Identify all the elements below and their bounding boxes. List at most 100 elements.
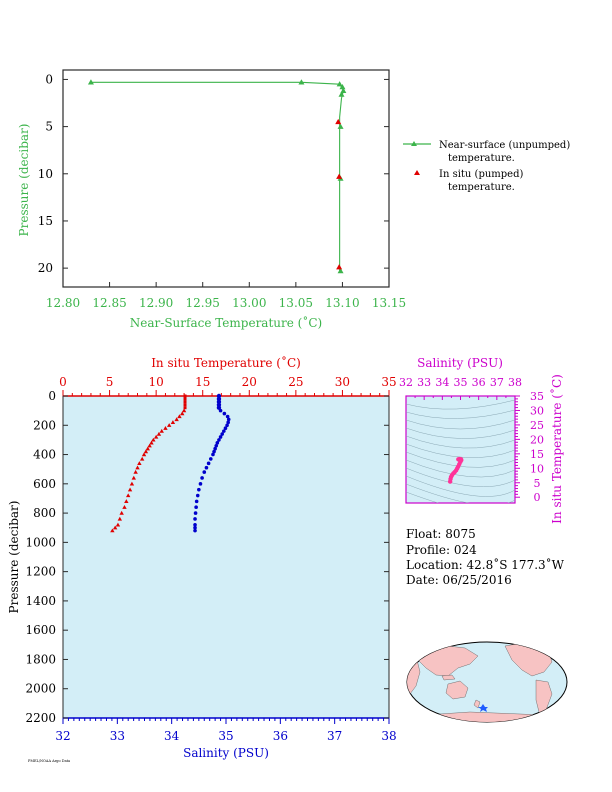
salinity-tick-label: 33 — [110, 729, 125, 743]
ts-temperature-tick-label: 35 — [530, 390, 544, 403]
temperature-tick-label: 20 — [242, 375, 257, 389]
top-x-tick-label: 13.05 — [279, 296, 313, 310]
temperature-tick-label: 10 — [149, 375, 164, 389]
top-y-tick-label: 15 — [38, 214, 53, 228]
salinity-tick-label: 35 — [218, 729, 233, 743]
temperature-point — [163, 426, 168, 430]
temperature-point — [117, 516, 123, 521]
temperature-point — [139, 456, 145, 461]
pumped-temperature-point — [335, 118, 342, 125]
top-x-tick-label: 12.95 — [186, 296, 220, 310]
pressure-tick-label: 400 — [33, 448, 56, 462]
main-plot-area — [62, 395, 390, 719]
top-y-tick-label: 20 — [38, 261, 53, 275]
ts-temperature-tick-label: 0 — [534, 491, 541, 504]
location: Location: 42.8˚S 177.3˚W — [406, 557, 565, 572]
legend-pumped-label: In situ (pumped) — [439, 169, 523, 180]
salinity-point — [225, 423, 229, 428]
temperature-point — [129, 481, 135, 486]
top-x-tick-label: 12.80 — [46, 296, 80, 310]
salinity-ticks: 32 33 34 35 36 37 38 — [55, 718, 397, 743]
ts-salinity-tick-label: 35 — [454, 376, 468, 389]
temperature-point — [151, 437, 156, 442]
top-x-tick-label: 13.00 — [232, 296, 266, 310]
float-id: Float: 8075 — [406, 527, 476, 541]
unpumped-temperature-point — [338, 91, 345, 97]
salinity-tick-label: 36 — [273, 729, 288, 743]
salinity-tick-label: 38 — [381, 729, 396, 743]
pressure-tick-label: 1200 — [25, 565, 56, 579]
ts-salinity-tick-label: 38 — [508, 376, 522, 389]
salinity-point — [212, 449, 216, 454]
salinity-point — [206, 461, 211, 466]
unpumped-temperature-point — [336, 81, 343, 87]
salinity-point — [222, 411, 227, 416]
ts-salinity-tick-label: 36 — [472, 376, 486, 389]
ts-temperature-tick-label: 15 — [530, 448, 544, 461]
temperature-axis-label: In situ Temperature (˚C) — [151, 355, 301, 370]
unpumped-temperature-point — [337, 123, 344, 129]
temperature-point — [133, 469, 138, 474]
temperature-point — [183, 394, 187, 398]
temperature-point — [174, 417, 179, 422]
temperature-point — [149, 440, 154, 445]
top-x-tick-label: 12.85 — [92, 296, 126, 310]
top-y-tick-label: 10 — [38, 167, 53, 181]
unpumped-temperature-point — [337, 267, 344, 274]
temperature-point — [170, 420, 176, 424]
profile-series — [110, 393, 231, 533]
ts-temperature-axis-label: In situ Temperature (˚C) — [549, 374, 564, 524]
top-x-tick-label: 12.90 — [139, 296, 173, 310]
temperature-tick-label: 25 — [288, 375, 303, 389]
pressure-tick-label: 1000 — [25, 535, 56, 549]
top-x-axis-label: Near-Surface Temperature (˚C) — [130, 315, 322, 330]
temperature-point — [181, 408, 187, 413]
temperature-point — [180, 411, 185, 416]
temperature-point — [145, 446, 150, 451]
salinity-point — [200, 476, 204, 480]
salinity-point — [215, 441, 220, 445]
ts-salinity-axis-label: Salinity (PSU) — [417, 356, 503, 370]
top-x-tick-label: 13.10 — [325, 296, 359, 310]
date: Date: 06/25/2016 — [406, 573, 512, 587]
profile-number: Profile: 024 — [406, 543, 477, 557]
ts-temperature-tick-label: 25 — [530, 419, 544, 432]
pressure-tick-label: 1800 — [25, 652, 56, 666]
legend-unpumped-label: Near-surface (unpumped) — [439, 140, 570, 151]
temperature-point — [183, 403, 187, 407]
salinity-point — [222, 429, 226, 433]
unpumped-temperature-point — [87, 79, 94, 85]
ts-salinity-tick-label: 37 — [490, 376, 504, 389]
pumped-temperature-point — [336, 173, 343, 179]
temperature-point — [143, 449, 149, 454]
temperature-tick-label: 30 — [335, 375, 350, 389]
salinity-point — [218, 408, 223, 413]
salinity-point — [223, 426, 228, 431]
salinity-tick-label: 32 — [55, 729, 70, 743]
unpumped-temperature-point — [339, 83, 346, 90]
salinity-point — [214, 443, 219, 448]
salinity-axis-label: Salinity (PSU) — [183, 746, 269, 760]
unpumped-temperature-point — [340, 87, 347, 94]
near-surface-temperature-chart: 12.80 12.85 12.90 12.95 13.00 13.05 13.10 13.15… — [17, 69, 406, 330]
pressure-tick-label: 600 — [33, 477, 56, 491]
temperature-point — [159, 428, 164, 433]
top-y-tick-label: 5 — [45, 120, 53, 134]
temperature-point — [137, 461, 142, 465]
ts-salinity-tick-label: 32 — [399, 376, 413, 389]
temperature-tick-label: 5 — [106, 375, 114, 389]
salinity-point — [208, 457, 213, 461]
temperature-point — [177, 414, 182, 419]
temperature-point — [131, 475, 136, 480]
ts-points — [447, 456, 464, 484]
temperature-point — [119, 510, 124, 515]
salinity-point — [216, 405, 222, 410]
temperature-tick-label: 15 — [195, 375, 210, 389]
salinity-point — [226, 417, 231, 422]
salinity-tick-label: 34 — [164, 729, 180, 743]
temperature-point — [166, 423, 172, 427]
